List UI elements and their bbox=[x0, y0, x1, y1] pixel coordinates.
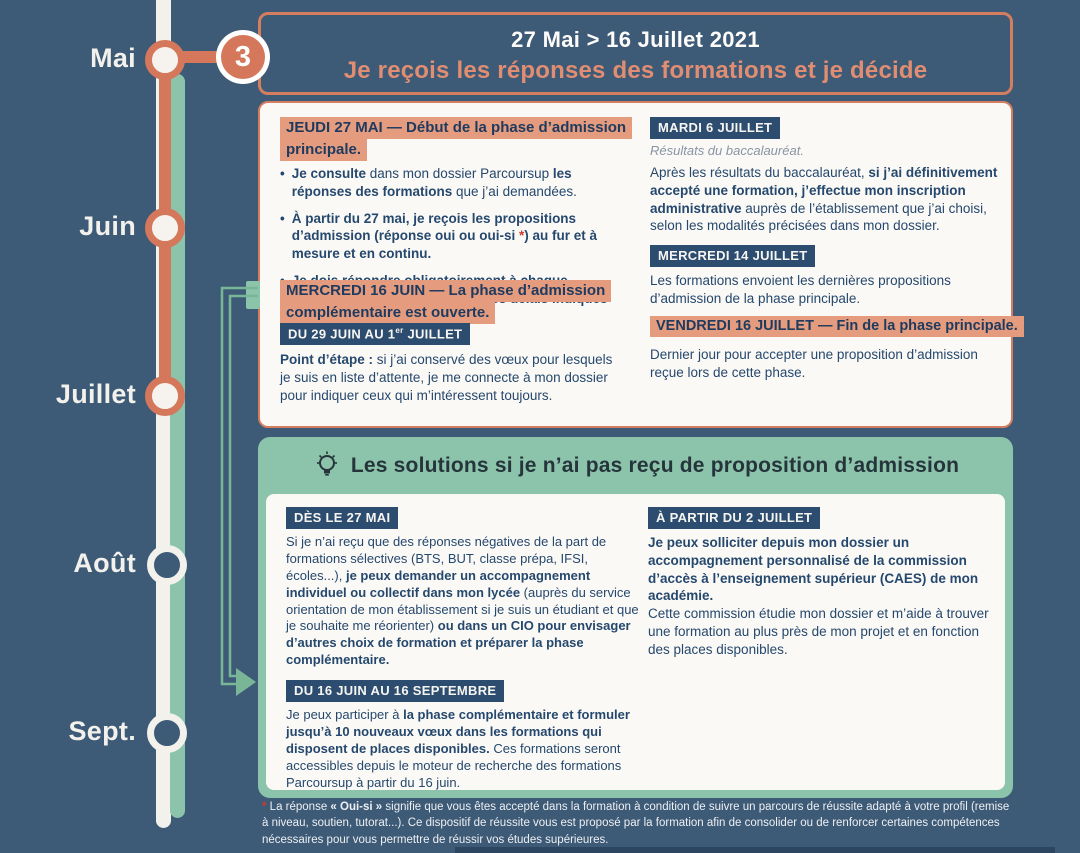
phase-title: Je reçois les réponses des formations et… bbox=[343, 57, 928, 84]
month-label-juin: Juin bbox=[79, 211, 136, 241]
footnote-oui-si: * La réponse « Oui-si » signifie que vou… bbox=[262, 801, 1010, 846]
bullet-item: • Je consulte dans mon dossier Parcoursu… bbox=[280, 166, 577, 199]
paragraph-inscription: Après les résultats du baccalauréat, si … bbox=[650, 165, 998, 234]
solutions-header: Les solutions si je n’ai pas reçu de pro… bbox=[258, 437, 1013, 494]
month-label-mai: Mai bbox=[90, 43, 136, 73]
heading-mercredi-16-juin: MERCREDI 16 JUIN — La phase d’admission … bbox=[280, 280, 625, 324]
solutions-title: Les solutions si je n’ai pas reçu de pro… bbox=[350, 453, 960, 477]
paragraph-point-etape: Point d’étape : si j’ai conservé des vœu… bbox=[280, 352, 613, 403]
month-label-aout: Août bbox=[73, 548, 136, 578]
phase-date-range: 27 Mai > 16 Juillet 2021 bbox=[511, 27, 760, 52]
paragraph-phase-complementaire: Je peux participer à la phase complément… bbox=[286, 707, 630, 790]
bullet-dot: • bbox=[280, 166, 285, 181]
lightbulb-icon bbox=[316, 451, 337, 476]
paragraph-dernier-jour: Dernier jour pour accepter une propositi… bbox=[650, 347, 978, 380]
badge-des-le-27-mai: DÈS LE 27 MAI bbox=[286, 507, 399, 529]
timeline-node-juin bbox=[145, 208, 185, 248]
timeline-node-juillet bbox=[145, 376, 185, 416]
paragraph-accompagnement: Si je n’ai reçu que des réponses négativ… bbox=[286, 534, 639, 668]
note-resultats-bac: Résultats du baccalauréat. bbox=[650, 143, 804, 158]
badge-du-29-juin: DU 29 JUIN AU 1er JUILLET bbox=[280, 323, 471, 346]
heading-jeudi-27-mai: JEUDI 27 MAI — Début de la phase d’admis… bbox=[280, 117, 633, 161]
solutions-section: Les solutions si je n’ai pas reçu de pro… bbox=[258, 437, 1013, 798]
badge-du-16-juin: DU 16 JUIN AU 16 SEPTEMBRE bbox=[286, 680, 505, 702]
paragraph-dernieres-propositions: Les formations envoient les dernières pr… bbox=[650, 273, 951, 306]
badge-mardi-6-juillet: MARDI 6 JUILLET bbox=[650, 117, 781, 139]
timeline-node-aout bbox=[147, 545, 187, 585]
complementary-phase-connector-arrow bbox=[220, 286, 258, 696]
step-number: 3 bbox=[221, 35, 265, 79]
heading-vendredi-16-juillet: VENDREDI 16 JUILLET — Fin de la phase pr… bbox=[650, 316, 1024, 337]
month-label-juillet: Juillet bbox=[55, 379, 136, 409]
bottom-edge-strip bbox=[455, 847, 1055, 853]
month-label-sept: Sept. bbox=[68, 716, 136, 746]
bullet-item: • À partir du 27 mai, je reçois les prop… bbox=[280, 210, 598, 262]
step-number-badge: 3 bbox=[216, 30, 270, 84]
solutions-detail-card: DÈS LE 27 MAI Si je n’ai reçu que des ré… bbox=[266, 494, 1005, 790]
timeline-complementary-band bbox=[170, 74, 185, 818]
badge-a-partir-du-2-juillet: À PARTIR DU 2 JUILLET bbox=[648, 507, 821, 529]
timeline-node-sept bbox=[147, 713, 187, 753]
paragraph-caes: Je peux solliciter depuis mon dossier un… bbox=[648, 535, 989, 657]
timeline-node-mai bbox=[145, 40, 185, 80]
phase-header-box: 27 Mai > 16 Juillet 2021 Je reçois les r… bbox=[258, 12, 1013, 95]
phase-detail-card: JEUDI 27 MAI — Début de la phase d’admis… bbox=[258, 101, 1024, 428]
bullet-dot: • bbox=[280, 210, 285, 226]
badge-mercredi-14-juillet: MERCREDI 14 JUILLET bbox=[650, 245, 816, 267]
